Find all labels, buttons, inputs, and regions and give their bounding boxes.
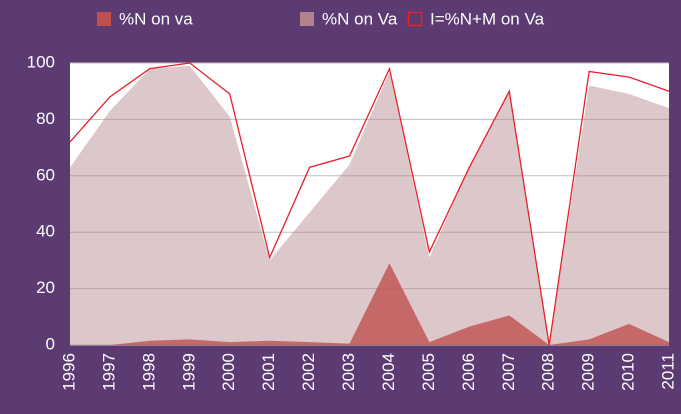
- x-tick-label: 1996: [59, 353, 78, 391]
- x-tick-label: 2002: [299, 353, 318, 391]
- x-tick-label: 2007: [499, 353, 518, 391]
- x-tick-label: 2009: [579, 353, 598, 391]
- x-tick-label: 2004: [379, 353, 398, 391]
- x-tick-label: 1999: [179, 353, 198, 391]
- x-tick-label: 2001: [259, 353, 278, 391]
- y-tick-label: 20: [36, 278, 55, 297]
- area: [70, 65, 669, 345]
- legend-swatch: [300, 12, 314, 26]
- area: [70, 263, 669, 345]
- x-tick-label: 2010: [619, 353, 638, 391]
- legend-label: %N on va: [119, 9, 193, 28]
- x-tick-label: 2011: [658, 353, 677, 390]
- legend-swatch: [97, 12, 111, 26]
- x-tick-label: 1997: [99, 353, 118, 391]
- y-tick-label: 40: [36, 222, 55, 241]
- y-tick-label: 80: [36, 109, 55, 128]
- x-tick-label: 2003: [339, 353, 358, 391]
- line: [69, 62, 670, 346]
- y-tick-label: 60: [36, 165, 55, 184]
- legend-swatch: [407, 11, 423, 27]
- x-tick-label: 2006: [459, 353, 478, 391]
- y-tick-label: 0: [46, 334, 55, 353]
- legend-label: I=%N+M on Va: [430, 9, 545, 28]
- x-tick-label: 2000: [219, 353, 238, 391]
- x-tick-label: 2008: [539, 353, 558, 391]
- legend-label: %N on Va: [322, 9, 398, 28]
- x-tick-label: 1998: [139, 353, 158, 391]
- y-tick-label: 100: [27, 52, 55, 71]
- x-tick-label: 2005: [419, 353, 438, 391]
